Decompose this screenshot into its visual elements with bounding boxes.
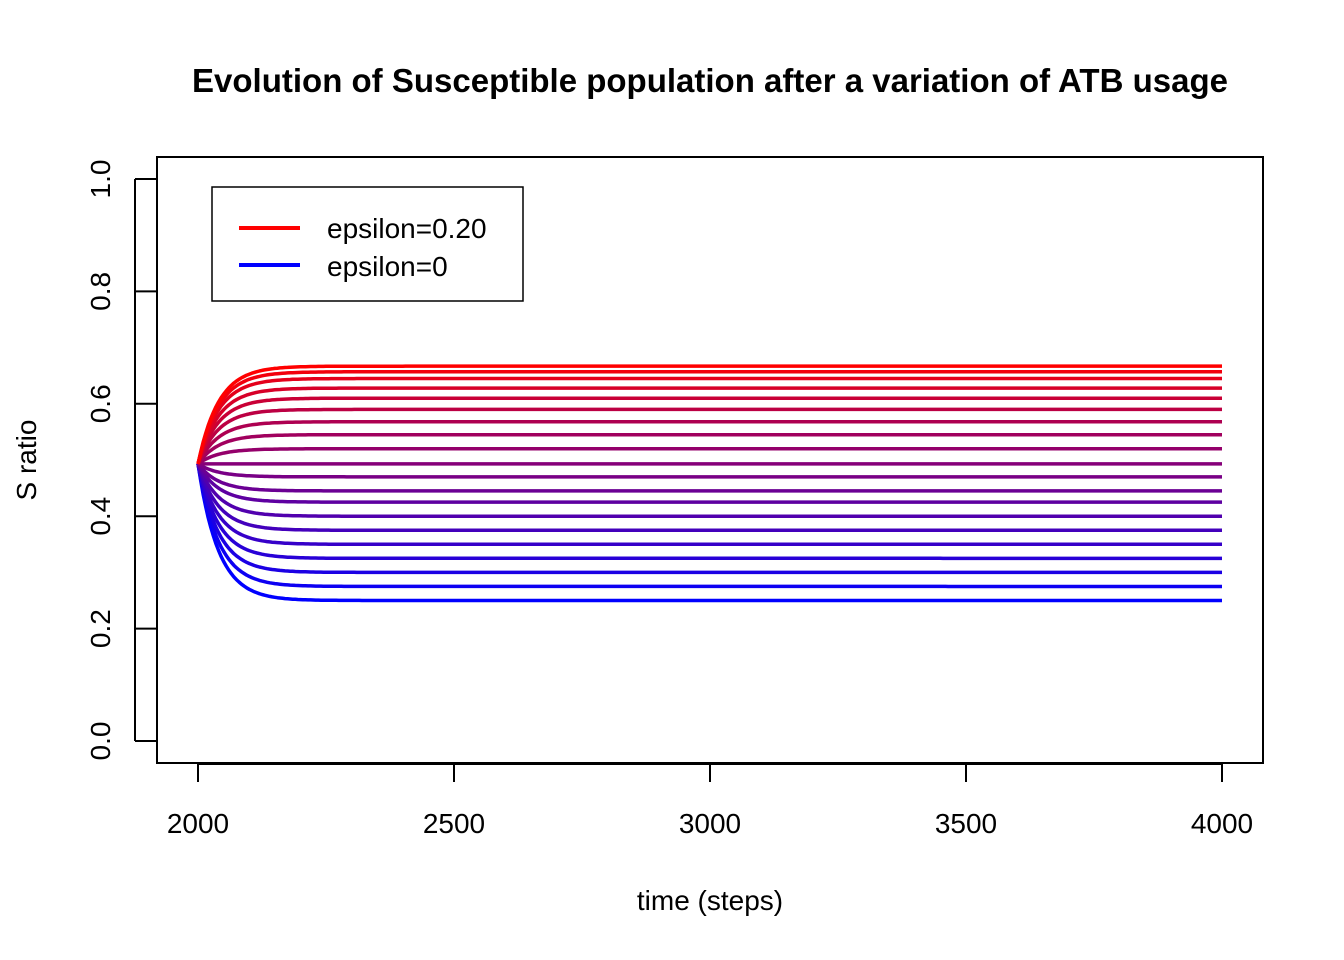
series-line-1 bbox=[196, 463, 1222, 589]
series-line-8 bbox=[196, 462, 1222, 493]
series-line-3 bbox=[196, 463, 1222, 561]
y-axis: 0.0 0.2 0.4 0.6 0.8 1.0 bbox=[85, 160, 157, 761]
series-line-0 bbox=[196, 463, 1222, 603]
x-tick-label: 4000 bbox=[1191, 808, 1253, 839]
series-line-19 bbox=[196, 364, 1222, 465]
x-tick-label: 3500 bbox=[935, 808, 997, 839]
series-line-15 bbox=[196, 396, 1222, 465]
x-axis-label: time (steps) bbox=[637, 885, 783, 916]
y-tick-label: 0.2 bbox=[85, 609, 116, 648]
y-axis-label: S ratio bbox=[11, 420, 42, 501]
series-line-2 bbox=[196, 463, 1222, 575]
series-line-5 bbox=[196, 463, 1222, 533]
legend-label-epsilon-020: epsilon=0.20 bbox=[327, 213, 487, 244]
series-lines bbox=[196, 364, 1222, 603]
series-line-11 bbox=[197, 447, 1222, 466]
series-line-16 bbox=[196, 386, 1222, 465]
y-tick-label: 0.8 bbox=[85, 272, 116, 311]
x-tick-label: 2500 bbox=[423, 808, 485, 839]
legend-label-epsilon-0: epsilon=0 bbox=[327, 251, 448, 282]
y-tick-label: 0.6 bbox=[85, 384, 116, 423]
series-line-18 bbox=[196, 370, 1222, 465]
x-tick-label: 3000 bbox=[679, 808, 741, 839]
series-line-14 bbox=[196, 407, 1222, 465]
y-tick-label: 0.4 bbox=[85, 497, 116, 536]
series-line-12 bbox=[196, 432, 1222, 465]
x-axis: 2000 2500 3000 3500 4000 bbox=[167, 763, 1253, 839]
series-line-7 bbox=[196, 463, 1222, 504]
series-line-9 bbox=[197, 462, 1222, 479]
y-tick-label: 0.0 bbox=[85, 722, 116, 761]
series-line-6 bbox=[196, 463, 1222, 518]
legend: epsilon=0.20 epsilon=0 bbox=[211, 186, 524, 302]
y-tick-label: 1.0 bbox=[85, 160, 116, 199]
x-tick-label: 2000 bbox=[167, 808, 229, 839]
series-line-4 bbox=[196, 463, 1222, 547]
legend-box bbox=[211, 186, 524, 302]
chart-title: Evolution of Susceptible population afte… bbox=[192, 62, 1228, 99]
series-line-17 bbox=[196, 376, 1222, 465]
series-line-13 bbox=[196, 420, 1222, 465]
